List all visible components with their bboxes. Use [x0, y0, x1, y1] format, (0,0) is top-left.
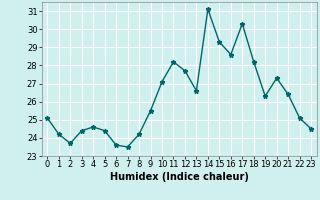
- X-axis label: Humidex (Indice chaleur): Humidex (Indice chaleur): [110, 172, 249, 182]
